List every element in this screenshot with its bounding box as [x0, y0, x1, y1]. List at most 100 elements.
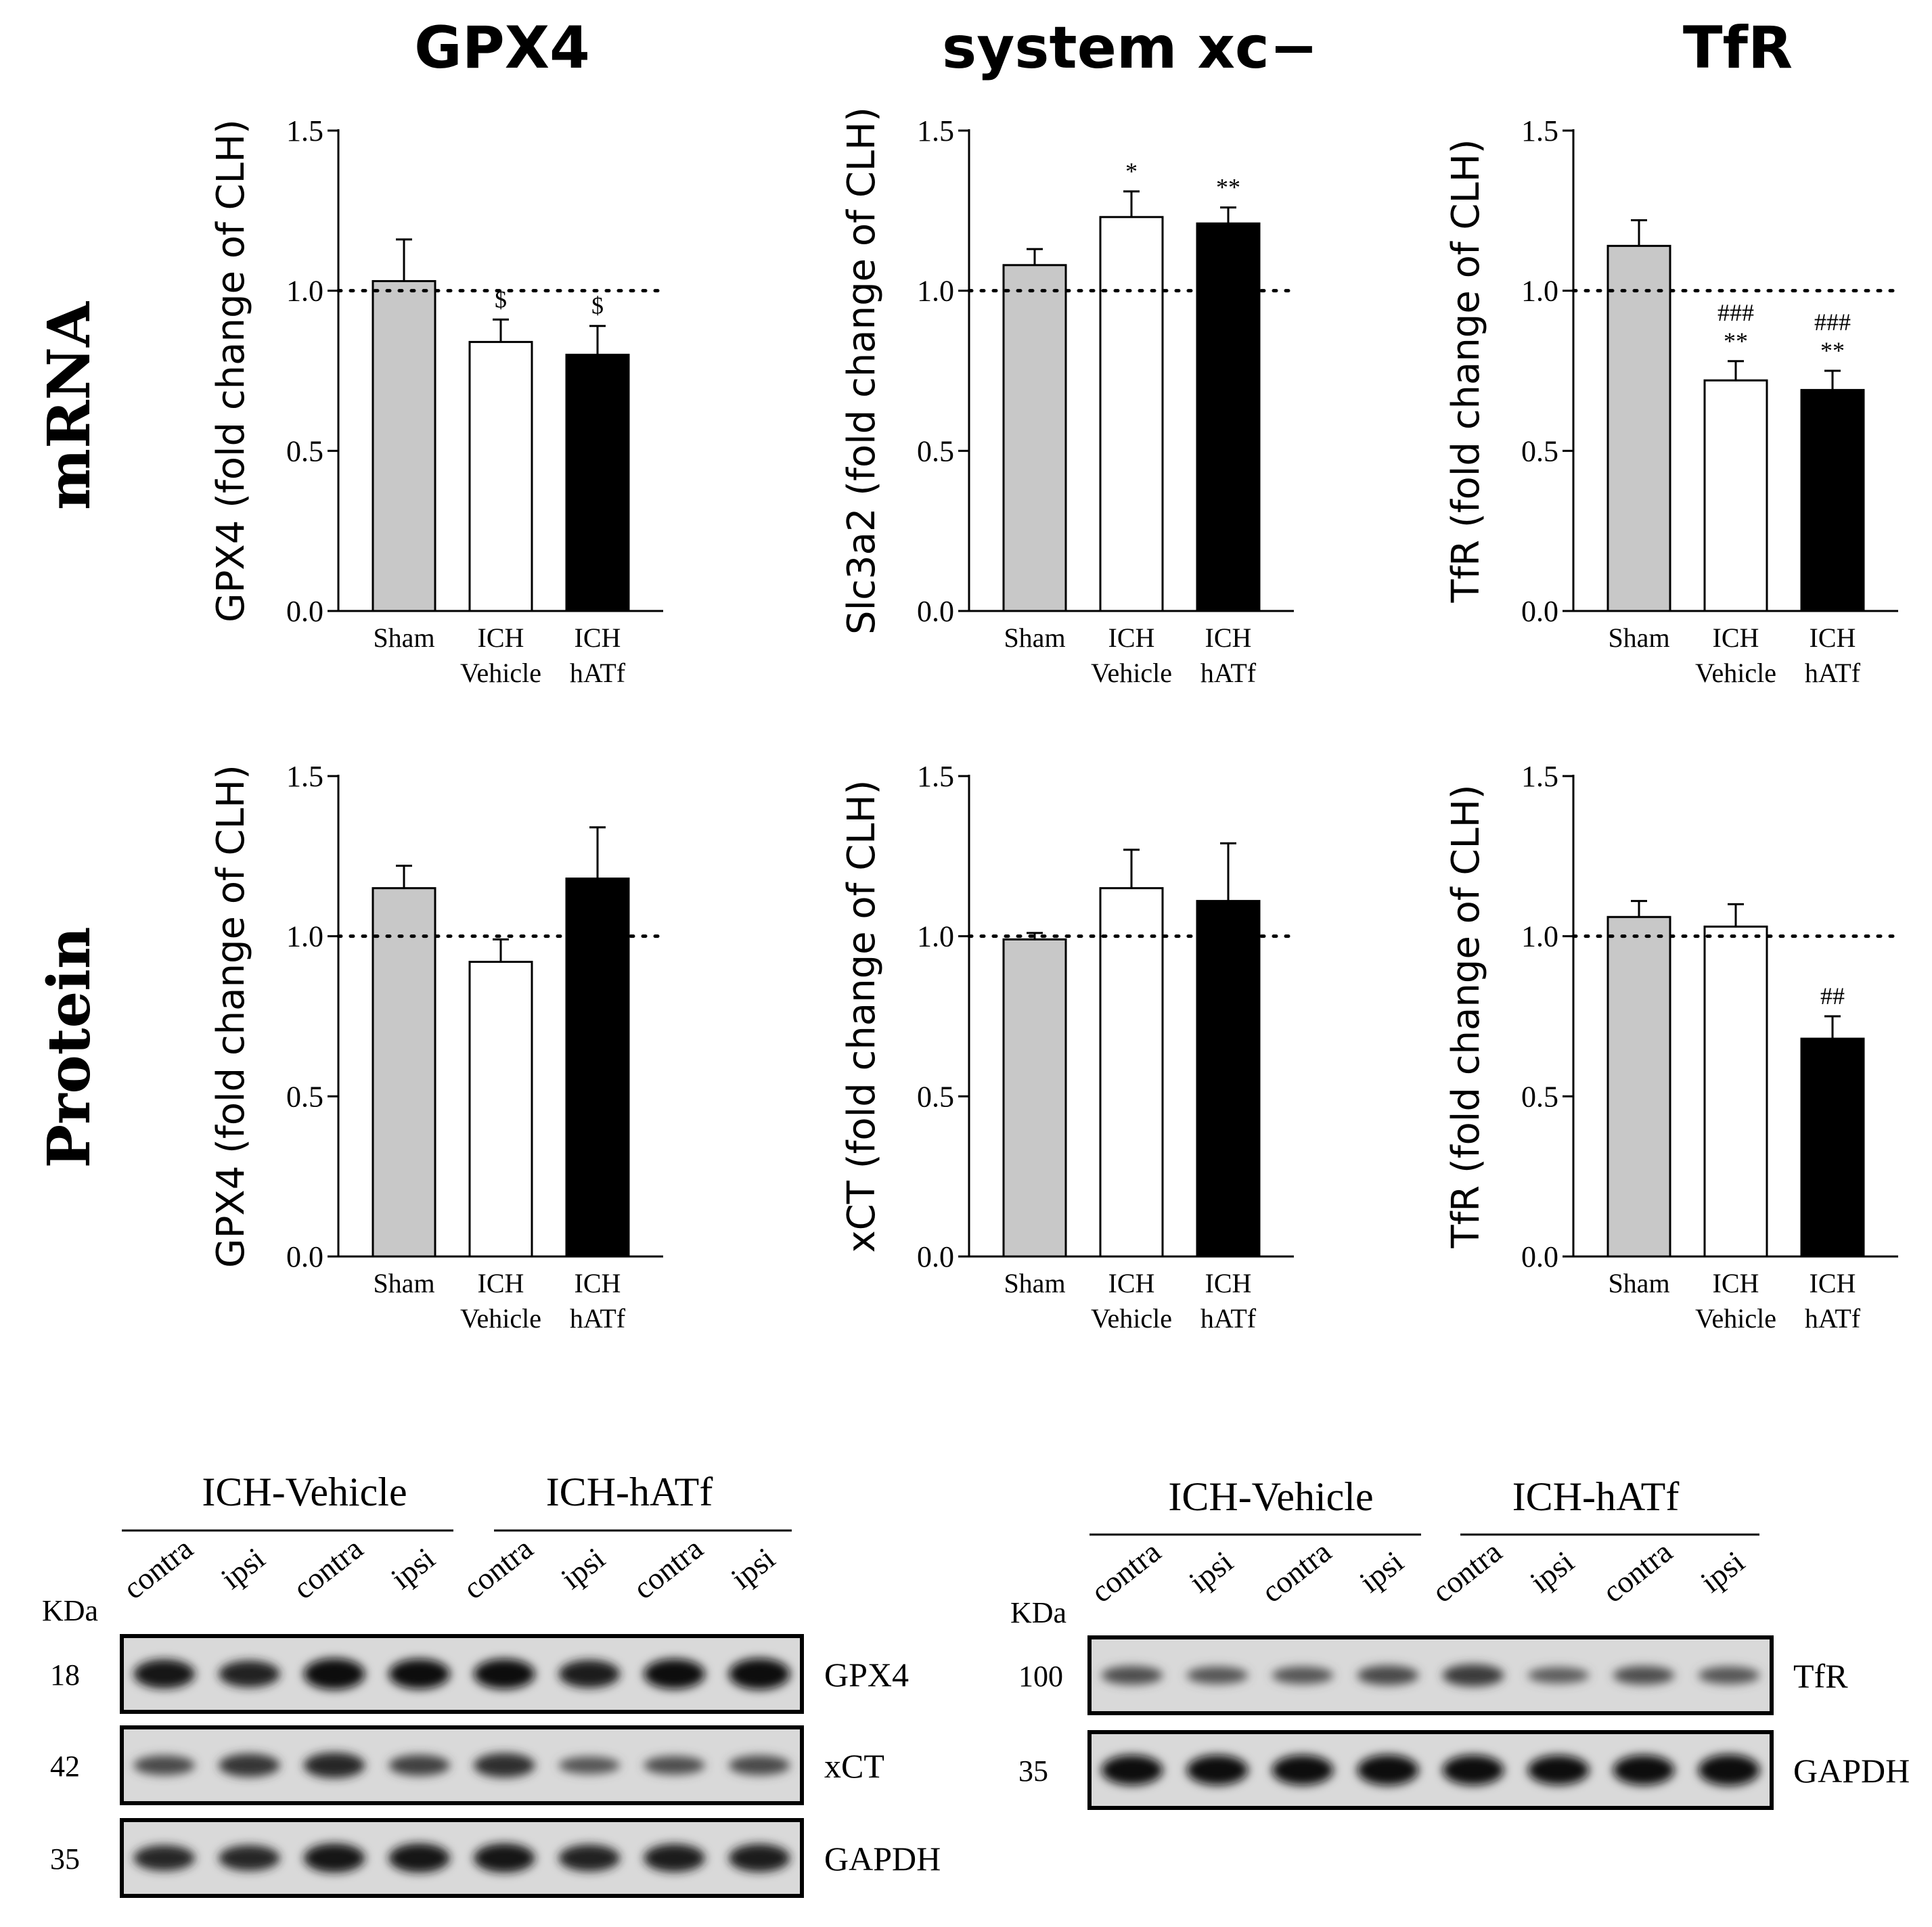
blot-group-label: ICH-Vehicle [202, 1470, 407, 1514]
x-category-label: ICH [1713, 622, 1759, 653]
blot-kda-value: 100 [1018, 1660, 1063, 1693]
y-tick-label: 1.0 [1521, 920, 1558, 953]
x-category-label: Vehicle [1695, 1303, 1776, 1334]
x-category-label: ICH [1205, 622, 1252, 653]
blot-band [1186, 1667, 1249, 1684]
blot-band [1272, 1667, 1334, 1684]
blot-kda-label: KDa [1010, 1596, 1066, 1629]
bar [1703, 925, 1768, 1258]
bar [1196, 222, 1261, 612]
significance-marker: ** [1820, 337, 1845, 364]
blot-protein-label: TfR [1793, 1657, 1848, 1695]
x-category-label: hATf [1805, 1303, 1861, 1334]
bar [565, 877, 630, 1258]
blot-band [303, 1843, 365, 1873]
blot-band [1527, 1755, 1590, 1785]
blot-lane-label: contra [116, 1531, 199, 1606]
x-category-label: Sham [1004, 1268, 1065, 1298]
significance-marker: ### [1717, 299, 1754, 326]
bar-chart-mrna-2: Slc3a2 (fold change of CLH) 0.0 0.5 1.0 1.5 S… [840, 107, 1296, 688]
y-tick-label: 1.0 [1521, 275, 1558, 308]
y-tick-label: 0.5 [286, 434, 323, 468]
significance-marker: ## [1820, 982, 1845, 1010]
blot-lane-label: ipsi [1183, 1544, 1240, 1599]
bar [468, 961, 533, 1258]
bar-chart-protein-2: xCT (fold change of CLH) 0.0 0.5 1.0 1.5 Sham… [840, 760, 1296, 1334]
x-category-label: Sham [1004, 622, 1065, 653]
blot-band [219, 1753, 280, 1777]
blot-band [1527, 1667, 1590, 1684]
bar [372, 279, 436, 612]
blot-band [558, 1844, 621, 1872]
significance-marker: * [1125, 158, 1138, 185]
x-category-label: ICH [478, 1268, 524, 1298]
bar [1800, 388, 1865, 612]
bar [1703, 379, 1768, 612]
significance-marker: $ [495, 286, 507, 313]
x-category-label: ICH [1713, 1268, 1759, 1298]
x-category-label: ICH [1810, 622, 1856, 653]
blot-band [133, 1659, 196, 1689]
y-tick-label: 0.0 [1521, 595, 1558, 628]
blot-band [728, 1844, 790, 1872]
blot-protein-label: GPX4 [824, 1656, 909, 1694]
y-tick-label: 1.5 [917, 760, 954, 793]
x-category-label: ICH [575, 622, 621, 653]
blot-kda-value: 18 [50, 1658, 80, 1692]
blot-lane-label: contra [1596, 1534, 1678, 1609]
blot-lane-label: ipsi [215, 1541, 271, 1595]
blot-protein-label: xCT [824, 1747, 884, 1785]
blot-lane-label: ipsi [1524, 1544, 1581, 1599]
y-tick-label: 1.5 [1521, 760, 1558, 793]
column-title-system-xc: system xc− [942, 14, 1318, 82]
x-category-label: ICH [1810, 1268, 1856, 1298]
blot-band [1272, 1754, 1334, 1786]
blot-row-gapdh: 35 GAPDH [50, 1818, 941, 1898]
y-axis-label: GPX4 (fold change of CLH) [209, 119, 253, 622]
blot-kda-value: 35 [50, 1842, 80, 1876]
blot-lane-label: contra [287, 1531, 369, 1606]
blot-band [133, 1755, 196, 1775]
blot-band [303, 1752, 365, 1778]
y-axis-label: TfR (fold change of CLH) [1444, 139, 1488, 603]
bar-chart-mrna-1: GPX4 (fold change of CLH) 0.0 0.5 1.0 1.5 Sha… [209, 114, 665, 688]
y-tick-label: 0.0 [1521, 1240, 1558, 1273]
y-tick-label: 1.5 [286, 114, 323, 148]
blot-lane-label: ipsi [555, 1541, 612, 1595]
blot-band [1442, 1754, 1504, 1786]
x-category-label: hATf [1200, 658, 1257, 688]
significance-marker: ** [1724, 327, 1748, 355]
y-tick-label: 0.5 [1521, 434, 1558, 468]
y-tick-label: 0.5 [1521, 1080, 1558, 1113]
blot-row-gapdh: 35 GAPDH [1018, 1730, 1910, 1810]
bar-chart-protein-1: GPX4 (fold change of CLH) 0.0 0.5 1.0 1.5 Sha… [209, 760, 665, 1334]
blot-protein-label: GAPDH [1793, 1752, 1910, 1790]
significance-marker: $ [591, 292, 604, 319]
bar [1099, 216, 1164, 612]
y-tick-label: 0.5 [286, 1080, 323, 1113]
y-tick-label: 1.0 [917, 920, 954, 953]
blot-lane-label: contra [627, 1531, 709, 1606]
blot-group-label: ICH-hATf [1512, 1474, 1680, 1519]
blot-protein-label: GAPDH [824, 1840, 941, 1878]
y-tick-label: 1.0 [286, 275, 323, 308]
blot-row-gpx4: 18 GPX4 [50, 1634, 909, 1714]
significance-marker: ** [1216, 174, 1240, 201]
x-category-label: ICH [1205, 1268, 1252, 1298]
blot-row-xct: 42 xCT [50, 1725, 884, 1805]
blot-band [474, 1843, 535, 1873]
x-category-label: Vehicle [460, 658, 541, 688]
blot-band [219, 1845, 280, 1871]
x-category-label: hATf [1805, 658, 1861, 688]
blot-band [1186, 1754, 1249, 1786]
x-category-label: Vehicle [1091, 1303, 1172, 1334]
blot-band [1357, 1665, 1419, 1685]
blot-lane-label: ipsi [1353, 1544, 1410, 1599]
bar [1607, 915, 1671, 1258]
x-category-label: Sham [373, 1268, 434, 1298]
blot-lane-label: ipsi [1694, 1544, 1751, 1599]
blot-group-label: ICH-Vehicle [1168, 1474, 1373, 1519]
significance-marker: ### [1814, 309, 1851, 336]
